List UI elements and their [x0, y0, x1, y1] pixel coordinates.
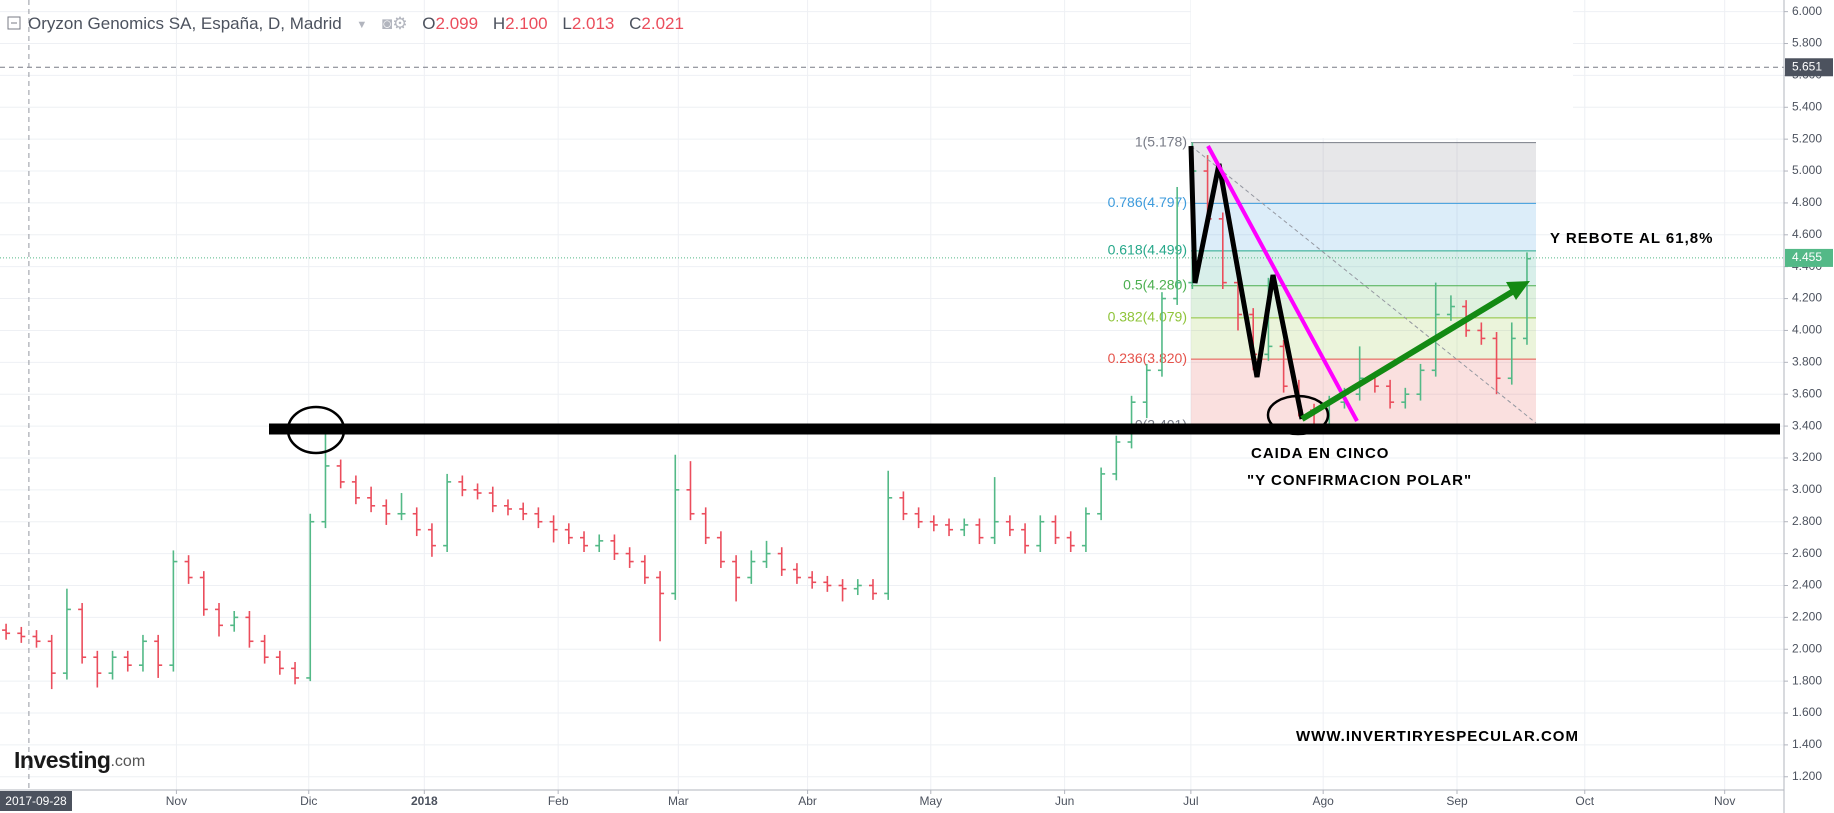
fibonacci: 1(5.178) 0.786(4.797) 0.618(4.499) 0.5(4.28… [1108, 133, 1536, 433]
dropdown-arrow[interactable]: ▼ [356, 19, 367, 31]
x-tick-label: Sep [1446, 794, 1468, 808]
price-lines [0, 0, 1784, 790]
fib-label: 1(5.178) [1135, 133, 1187, 149]
x-tick-label: Jun [1055, 794, 1074, 808]
fib-label: 0.236(3.820) [1108, 350, 1187, 366]
header: Oryzon Genomics SA, España, D, Madrid ▼ … [28, 14, 684, 33]
x-tick-label: Jul [1183, 794, 1198, 808]
readout-value: 2.100 [505, 14, 548, 33]
readout-key: O [422, 14, 435, 33]
readout-value: 2.099 [436, 14, 479, 33]
y-tick-label: 4.800 [1792, 195, 1822, 209]
y-tick-label: 3.200 [1792, 450, 1822, 464]
trend-line [1206, 145, 1359, 422]
fib-label: 0.618(4.499) [1108, 242, 1187, 258]
readout-value: 2.021 [641, 14, 684, 33]
y-tick-label: 3.000 [1792, 482, 1822, 496]
y-tick-label: 3.600 [1792, 386, 1822, 400]
last-price-label: 4.455 [1792, 250, 1822, 264]
fib-label: 0.786(4.797) [1108, 194, 1187, 210]
annotation: CAIDA EN CINCO [1251, 445, 1389, 462]
crosshair-price-label: 5.651 [1792, 59, 1822, 73]
y-tick-label: 2.400 [1792, 578, 1822, 592]
last-price-box [1785, 248, 1833, 267]
y-tick-label: 2.600 [1792, 546, 1822, 560]
readout-key: H [493, 14, 505, 33]
watermark-suffix: .com [110, 753, 145, 770]
time-axis-panel [0, 790, 1784, 813]
axes: 1.200 1.400 1.600 1.800 2.000 2.200 2.400 2.600… [0, 4, 1833, 811]
y-tick-label: 3.400 [1792, 418, 1822, 432]
arrow-head [1506, 281, 1530, 300]
y-tick-label: 5.800 [1792, 36, 1822, 50]
x-tick-label: 2018 [411, 794, 438, 808]
y-tick-label: 5.000 [1792, 163, 1822, 177]
settings-icon[interactable]: ◙⚙ [382, 14, 408, 33]
x-tick-label: May [919, 794, 942, 808]
readout-key: C [629, 14, 641, 33]
y-tick-label: 2.000 [1792, 641, 1822, 655]
readout-key: L [562, 14, 571, 33]
fib-band [1191, 142, 1536, 204]
rebound-arrow [1300, 289, 1514, 422]
fib-label: 0.382(4.079) [1108, 309, 1187, 325]
collapse-icon[interactable] [7, 16, 21, 30]
fib-band [1191, 359, 1536, 426]
price-bars [2, 142, 1531, 690]
y-tick-label: 4.200 [1792, 291, 1822, 305]
y-tick-label: 1.600 [1792, 705, 1822, 719]
crosshair-date-box [0, 791, 72, 811]
x-tick-label: Ago [1312, 794, 1334, 808]
x-tick-label: Abr [798, 794, 817, 808]
x-tick-label: Nov [1714, 794, 1735, 808]
y-tick-label: 1.200 [1792, 769, 1822, 783]
y-tick-label: 4.600 [1792, 227, 1822, 241]
y-tick-label: 5.400 [1792, 99, 1822, 113]
fib-trend-line [1190, 145, 1537, 424]
x-tick-label: Oct [1575, 794, 1594, 808]
y-tick-label: 1.400 [1792, 737, 1822, 751]
y-tick-label: 3.800 [1792, 354, 1822, 368]
drawing-backdrop [1191, 0, 1573, 138]
price-axis-panel [1784, 0, 1834, 813]
crosshair-price-box [1785, 58, 1833, 77]
y-tick-label: 5.200 [1792, 131, 1822, 145]
wave-count [1188, 145, 1305, 420]
y-tick-label: 1.800 [1792, 673, 1822, 687]
y-tick-label: 6.000 [1792, 4, 1822, 18]
y-tick-label: 2.200 [1792, 610, 1822, 624]
readout-value: 2.013 [572, 14, 615, 33]
x-tick-label: Mar [668, 794, 689, 808]
fib-band [1191, 250, 1536, 286]
annotation: "Y CONFIRMACION POLAR" [1247, 472, 1472, 489]
annotation: Y REBOTE AL 61,8% [1550, 230, 1713, 247]
annotation: WWW.INVERTIRYESPECULAR.COM [1296, 728, 1579, 745]
crosshair-date-label: 2017-09-28 [5, 794, 67, 808]
watermark: Investing.com [14, 747, 145, 773]
instrument-title: Oryzon Genomics SA, España, D, Madrid [28, 14, 342, 33]
fib-label: 0.5(4.280) [1123, 277, 1187, 293]
y-tick-label: 4.000 [1792, 323, 1822, 337]
x-tick-label: Nov [166, 794, 187, 808]
circle-marker [286, 405, 346, 455]
y-tick-label: 2.800 [1792, 514, 1822, 528]
watermark-brand: Investing [14, 747, 110, 773]
fib-band [1191, 203, 1536, 251]
x-tick-label: Feb [548, 794, 569, 808]
x-tick-label: Dic [300, 794, 317, 808]
